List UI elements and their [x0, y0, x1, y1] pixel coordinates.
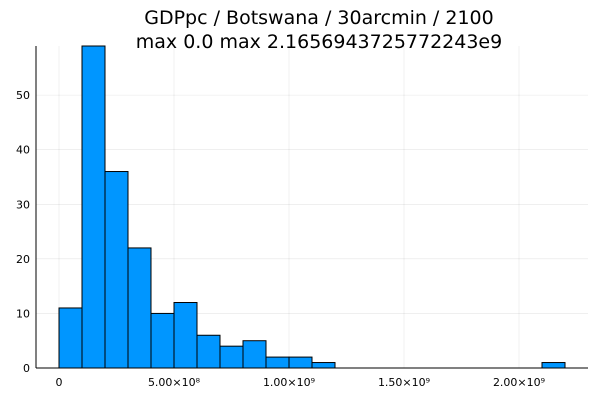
tick-labels: 0 5.00×10⁸ 1.00×10⁹ 1.50×10⁹ 2.00×10⁹ 0 10 20 30… [16, 89, 545, 389]
y-tick-label: 10 [16, 307, 30, 320]
histogram-bar [81, 45, 106, 369]
x-tick-label: 1.00×10⁹ [263, 376, 315, 389]
histogram-bar [150, 312, 175, 369]
histogram-bar [288, 356, 313, 369]
chart-title: GDPpc / Botswana / 30arcmin / 2100 [144, 7, 493, 29]
histogram-bar [311, 362, 336, 369]
y-tick-label: 50 [16, 89, 30, 102]
histogram-bar [265, 356, 290, 369]
histogram-bar [173, 302, 198, 369]
histogram-bars [58, 45, 566, 369]
histogram-bar [104, 171, 129, 369]
chart-subtitle: max 0.0 max 2.1656943725772243e9 [136, 31, 502, 53]
y-tick-label: 30 [16, 198, 30, 211]
axes [35, 46, 588, 369]
histogram-bar [219, 345, 244, 369]
histogram-bar [242, 340, 267, 369]
x-tick-label: 0 [56, 376, 63, 389]
histogram-bar [58, 307, 83, 369]
x-tick-label: 5.00×10⁸ [148, 376, 201, 389]
x-tick-label: 1.50×10⁹ [378, 376, 430, 389]
y-tick-label: 40 [16, 144, 30, 157]
histogram-bar [541, 362, 566, 369]
histogram-bar [127, 247, 152, 369]
x-tick-label: 2.00×10⁹ [493, 376, 545, 389]
histogram-bar [196, 334, 221, 369]
y-tick-label: 20 [16, 253, 30, 266]
y-tick-label: 0 [23, 362, 30, 375]
